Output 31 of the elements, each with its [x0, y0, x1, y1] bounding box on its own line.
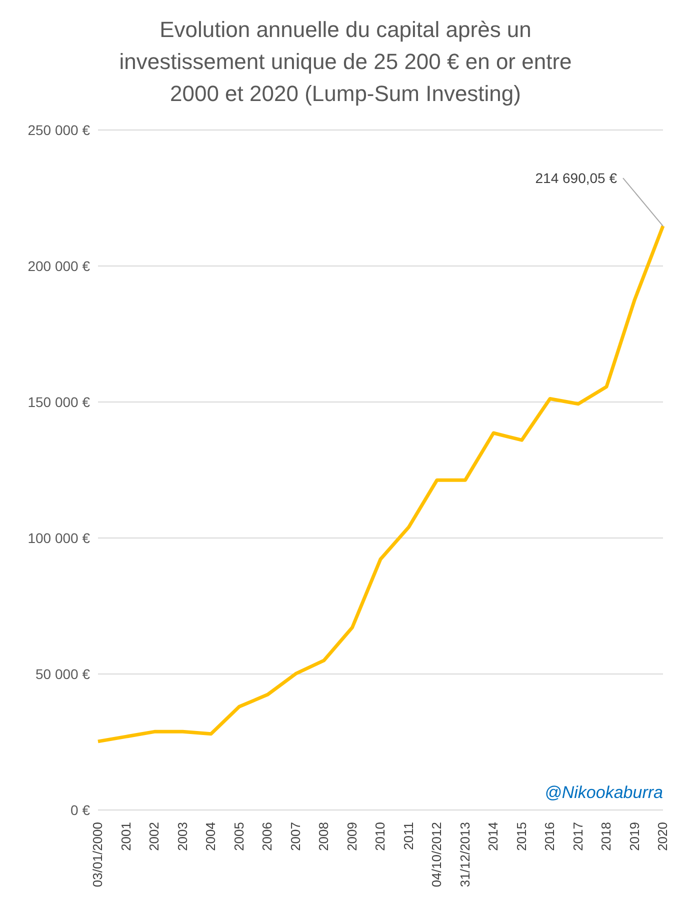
x-tick-label: 2001: [118, 822, 134, 851]
x-tick-label: 03/01/2000: [90, 822, 106, 888]
y-tick-label: 150 000 €: [28, 394, 90, 410]
x-tick-label: 2003: [174, 822, 190, 851]
x-tick-label: 04/10/2012: [429, 822, 444, 888]
x-tick-label: 2011: [400, 822, 416, 850]
x-tick-label: 2020: [655, 822, 670, 851]
x-tick-label: 2004: [203, 822, 218, 851]
x-tick-label: 2006: [260, 822, 275, 851]
x-tick-label: 2007: [288, 822, 303, 851]
annotation: @Nikookaburra: [544, 783, 663, 803]
x-tick-label: 31/12/2013: [457, 822, 472, 888]
line-series: [96, 224, 665, 744]
x-tick-label: 2019: [626, 822, 642, 851]
y-tick-label: 250 000 €: [28, 122, 90, 138]
y-tick-label: 100 000 €: [28, 530, 90, 546]
x-tick-label: 2009: [344, 822, 360, 851]
x-tick-label: 2014: [486, 822, 501, 851]
y-tick-label: 200 000 €: [28, 258, 90, 274]
x-tick-label: 2018: [598, 822, 614, 851]
x-tick-label: 2017: [570, 822, 586, 851]
x-tick-label: 2008: [316, 822, 332, 851]
x-tick-label: 2005: [231, 822, 246, 851]
data-label: 214 690,05 €: [535, 170, 618, 186]
x-tick-label: 2010: [372, 822, 388, 851]
y-tick-label: 50 000 €: [36, 666, 90, 682]
chart-title: Evolution annuelle du capital après un investissement unique de 25 200 € en or entre 2000 et 2020 (Lump-Sum Investing): [118, 16, 573, 108]
x-tick-label: 2002: [146, 822, 162, 851]
y-tick-label: 0 €: [70, 802, 90, 818]
x-tick-label: 2015: [514, 822, 529, 851]
x-tick-label: 2016: [542, 822, 558, 851]
